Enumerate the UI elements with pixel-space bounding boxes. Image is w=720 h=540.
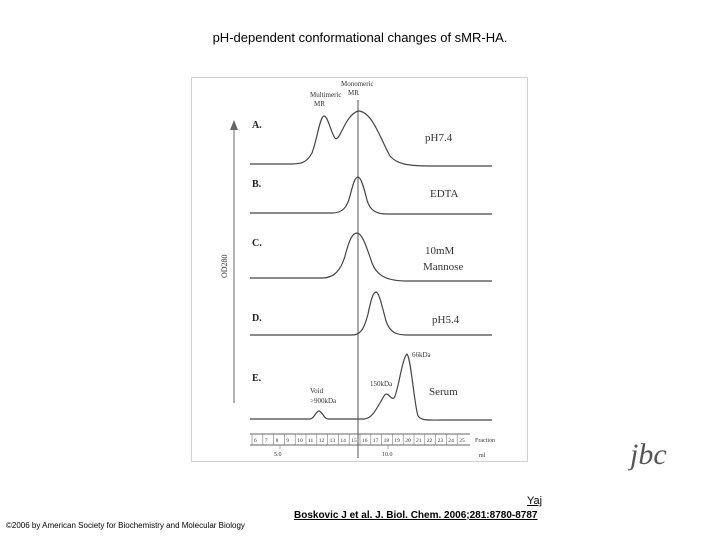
condition-e: Serum [429,386,458,398]
panel-e-letter: E. [252,373,262,384]
fraction-tick-label: 24 [448,438,454,444]
fraction-tick-label: 10 [297,438,303,444]
chromatogram-svg: OD280 Multimeric MR Monomeric MR A. pH7.… [220,80,495,459]
fraction-tick-label: 19 [394,438,400,444]
condition-a: pH7.4 [425,132,453,144]
copyright-notice: ©2006 by American Society for Biochemist… [6,521,245,530]
trace-e [250,353,492,421]
y-axis-arrow [230,120,238,130]
fraction-tick-label: 23 [438,438,444,444]
ml-tick-label: 5.0 [274,452,282,458]
fraction-tick-label: 17 [373,438,379,444]
jbc-logo: jbc [628,438,667,471]
fraction-tick-label: 25 [459,438,465,444]
condition-c-line1: 10mM [425,245,455,257]
fraction-tick-label: 12 [319,438,325,444]
citation-link[interactable]: Boskovic J et al. J. Biol. Chem. 2006;28… [294,510,538,521]
fraction-tick-label: 13 [330,438,336,444]
fraction-tick-label: 20 [405,438,411,444]
fraction-tick-label: 21 [416,438,422,444]
multimeric-label-line1: Multimeric [310,91,342,99]
fraction-tick-label: 6 [254,438,257,444]
trace-c [250,232,492,282]
condition-c-line2: Mannose [423,261,463,273]
panel-a-letter: A. [252,120,262,131]
condition-b: EDTA [430,188,459,200]
fraction-tick-label: 11 [308,438,314,444]
monomeric-label-line1: Monomeric [341,80,374,88]
fraction-tick-label: 15 [351,438,357,444]
fraction-label: Fraction [475,438,495,444]
ml-ticks: 5.0 10.0 [274,445,393,458]
trace-b [250,176,492,215]
fraction-tick-label: 9 [286,438,289,444]
fraction-tick-label: 22 [427,438,433,444]
jbc-logo-text: jbc [628,438,667,471]
void-label-line1: Void [310,387,324,395]
trace-a [250,110,492,167]
ml-tick-label: 10.0 [382,452,393,458]
marker-66kda: 66kDa [412,351,432,359]
multimeric-label-line2: MR [314,100,325,108]
y-axis-label: OD280 [220,254,229,278]
author-link[interactable]: Yaj [527,495,543,507]
void-label-line2: >900kDa [310,397,337,405]
fraction-tick-label: 18 [384,438,390,444]
fraction-tick-label: 8 [276,438,279,444]
fraction-ticks: 6 7 8 9 10 11 12 13 14 15 16 17 18 19 20 21 22 23 24 25 [251,434,465,445]
monomeric-label-line2: MR [348,89,359,97]
fraction-tick-label: 14 [340,438,346,444]
panel-b-letter: B. [252,179,262,190]
slide-title: pH-dependent conformational changes of s… [212,30,508,45]
trace-d [250,291,492,336]
ml-label: ml [479,453,486,459]
panel-c-letter: C. [252,238,262,249]
marker-150kda: 150kDa [370,380,393,388]
chromatography-figure: OD280 Multimeric MR Monomeric MR A. pH7.… [191,77,528,462]
panel-d-letter: D. [252,313,262,324]
fraction-tick-label: 16 [362,438,368,444]
fraction-tick-label: 7 [265,438,268,444]
condition-d: pH5.4 [432,314,460,326]
